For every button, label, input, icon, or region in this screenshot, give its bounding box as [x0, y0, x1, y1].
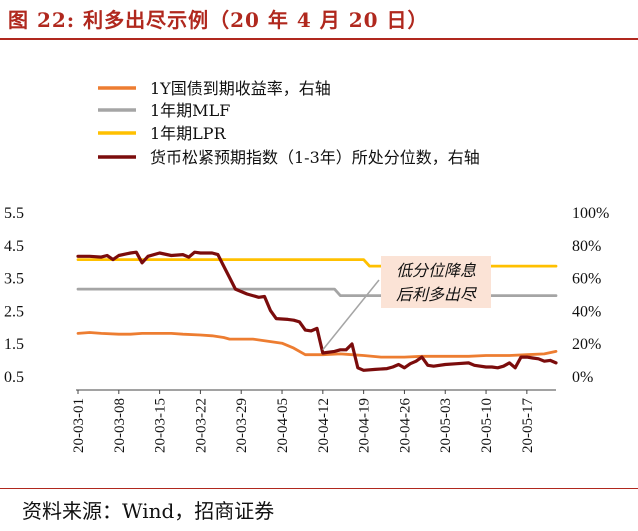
x-tick-label: 20-03-22 [193, 398, 209, 453]
legend: 1Y国债到期收益率，右轴 1年期MLF 1年期LPR 货币松紧预期指数（1-3年）所处… [98, 79, 480, 167]
y-tick-label: 2.5 [4, 303, 24, 320]
x-tick-label: 20-03-29 [234, 398, 250, 453]
y-tick-label: 0.5 [4, 369, 24, 386]
axes: 5.5 4.5 3.5 2.5 1.5 0.5 100% 80% 60% 40% 20% 0% 20-0… [4, 205, 609, 453]
series-line [76, 331, 558, 359]
x-tick-label: 20-04-19 [357, 398, 373, 453]
annotation-box [381, 256, 491, 308]
y2-tick-label: 60% [572, 271, 601, 288]
y2-tick-label: 100% [572, 205, 609, 222]
y-tick-label: 3.5 [4, 271, 24, 288]
x-tick-label: 20-04-26 [397, 398, 413, 453]
annotation-text: 低分位降息 [396, 261, 476, 280]
y2-tick-label: 20% [572, 336, 601, 353]
title-divider [0, 38, 638, 40]
x-tick-label: 20-03-08 [112, 398, 128, 453]
source-note: 资料来源：Wind，招商证券 [22, 499, 275, 523]
y2-tick-label: 80% [572, 238, 601, 255]
annotation-text: 后利多出尽 [396, 285, 477, 304]
x-tick-label: 20-03-01 [71, 398, 87, 453]
y-tick-label: 4.5 [4, 238, 24, 255]
y-tick-label: 5.5 [4, 205, 24, 222]
legend-label: 1年期MLF [150, 101, 230, 120]
x-tick-label: 20-05-03 [438, 398, 454, 453]
figure-title: 图 22: 利多出尽示例（20 年 4 月 20 日） [8, 8, 429, 32]
footer-divider [0, 488, 638, 489]
legend-label: 1Y国债到期收益率，右轴 [150, 79, 331, 98]
x-tick-label: 20-04-12 [316, 398, 332, 453]
x-tick-label: 20-04-05 [275, 398, 291, 453]
series-line [76, 250, 558, 372]
annotation-leader [322, 279, 380, 351]
y2-tick-label: 0% [572, 369, 593, 386]
legend-label: 货币松紧预期指数（1-3年）所处分位数，右轴 [150, 148, 480, 167]
x-tick-label: 20-03-15 [153, 398, 169, 453]
x-tick-label: 20-05-10 [479, 398, 495, 453]
legend-label: 1年期LPR [150, 124, 227, 143]
y-tick-label: 1.5 [4, 336, 24, 353]
x-tick-label: 20-05-17 [520, 398, 536, 453]
chart: 1Y国债到期收益率，右轴 1年期MLF 1年期LPR 货币松紧预期指数（1-3年）所处… [4, 79, 609, 453]
y2-tick-label: 40% [572, 303, 601, 320]
